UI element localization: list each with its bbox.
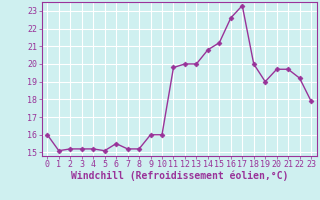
- X-axis label: Windchill (Refroidissement éolien,°C): Windchill (Refroidissement éolien,°C): [70, 171, 288, 181]
